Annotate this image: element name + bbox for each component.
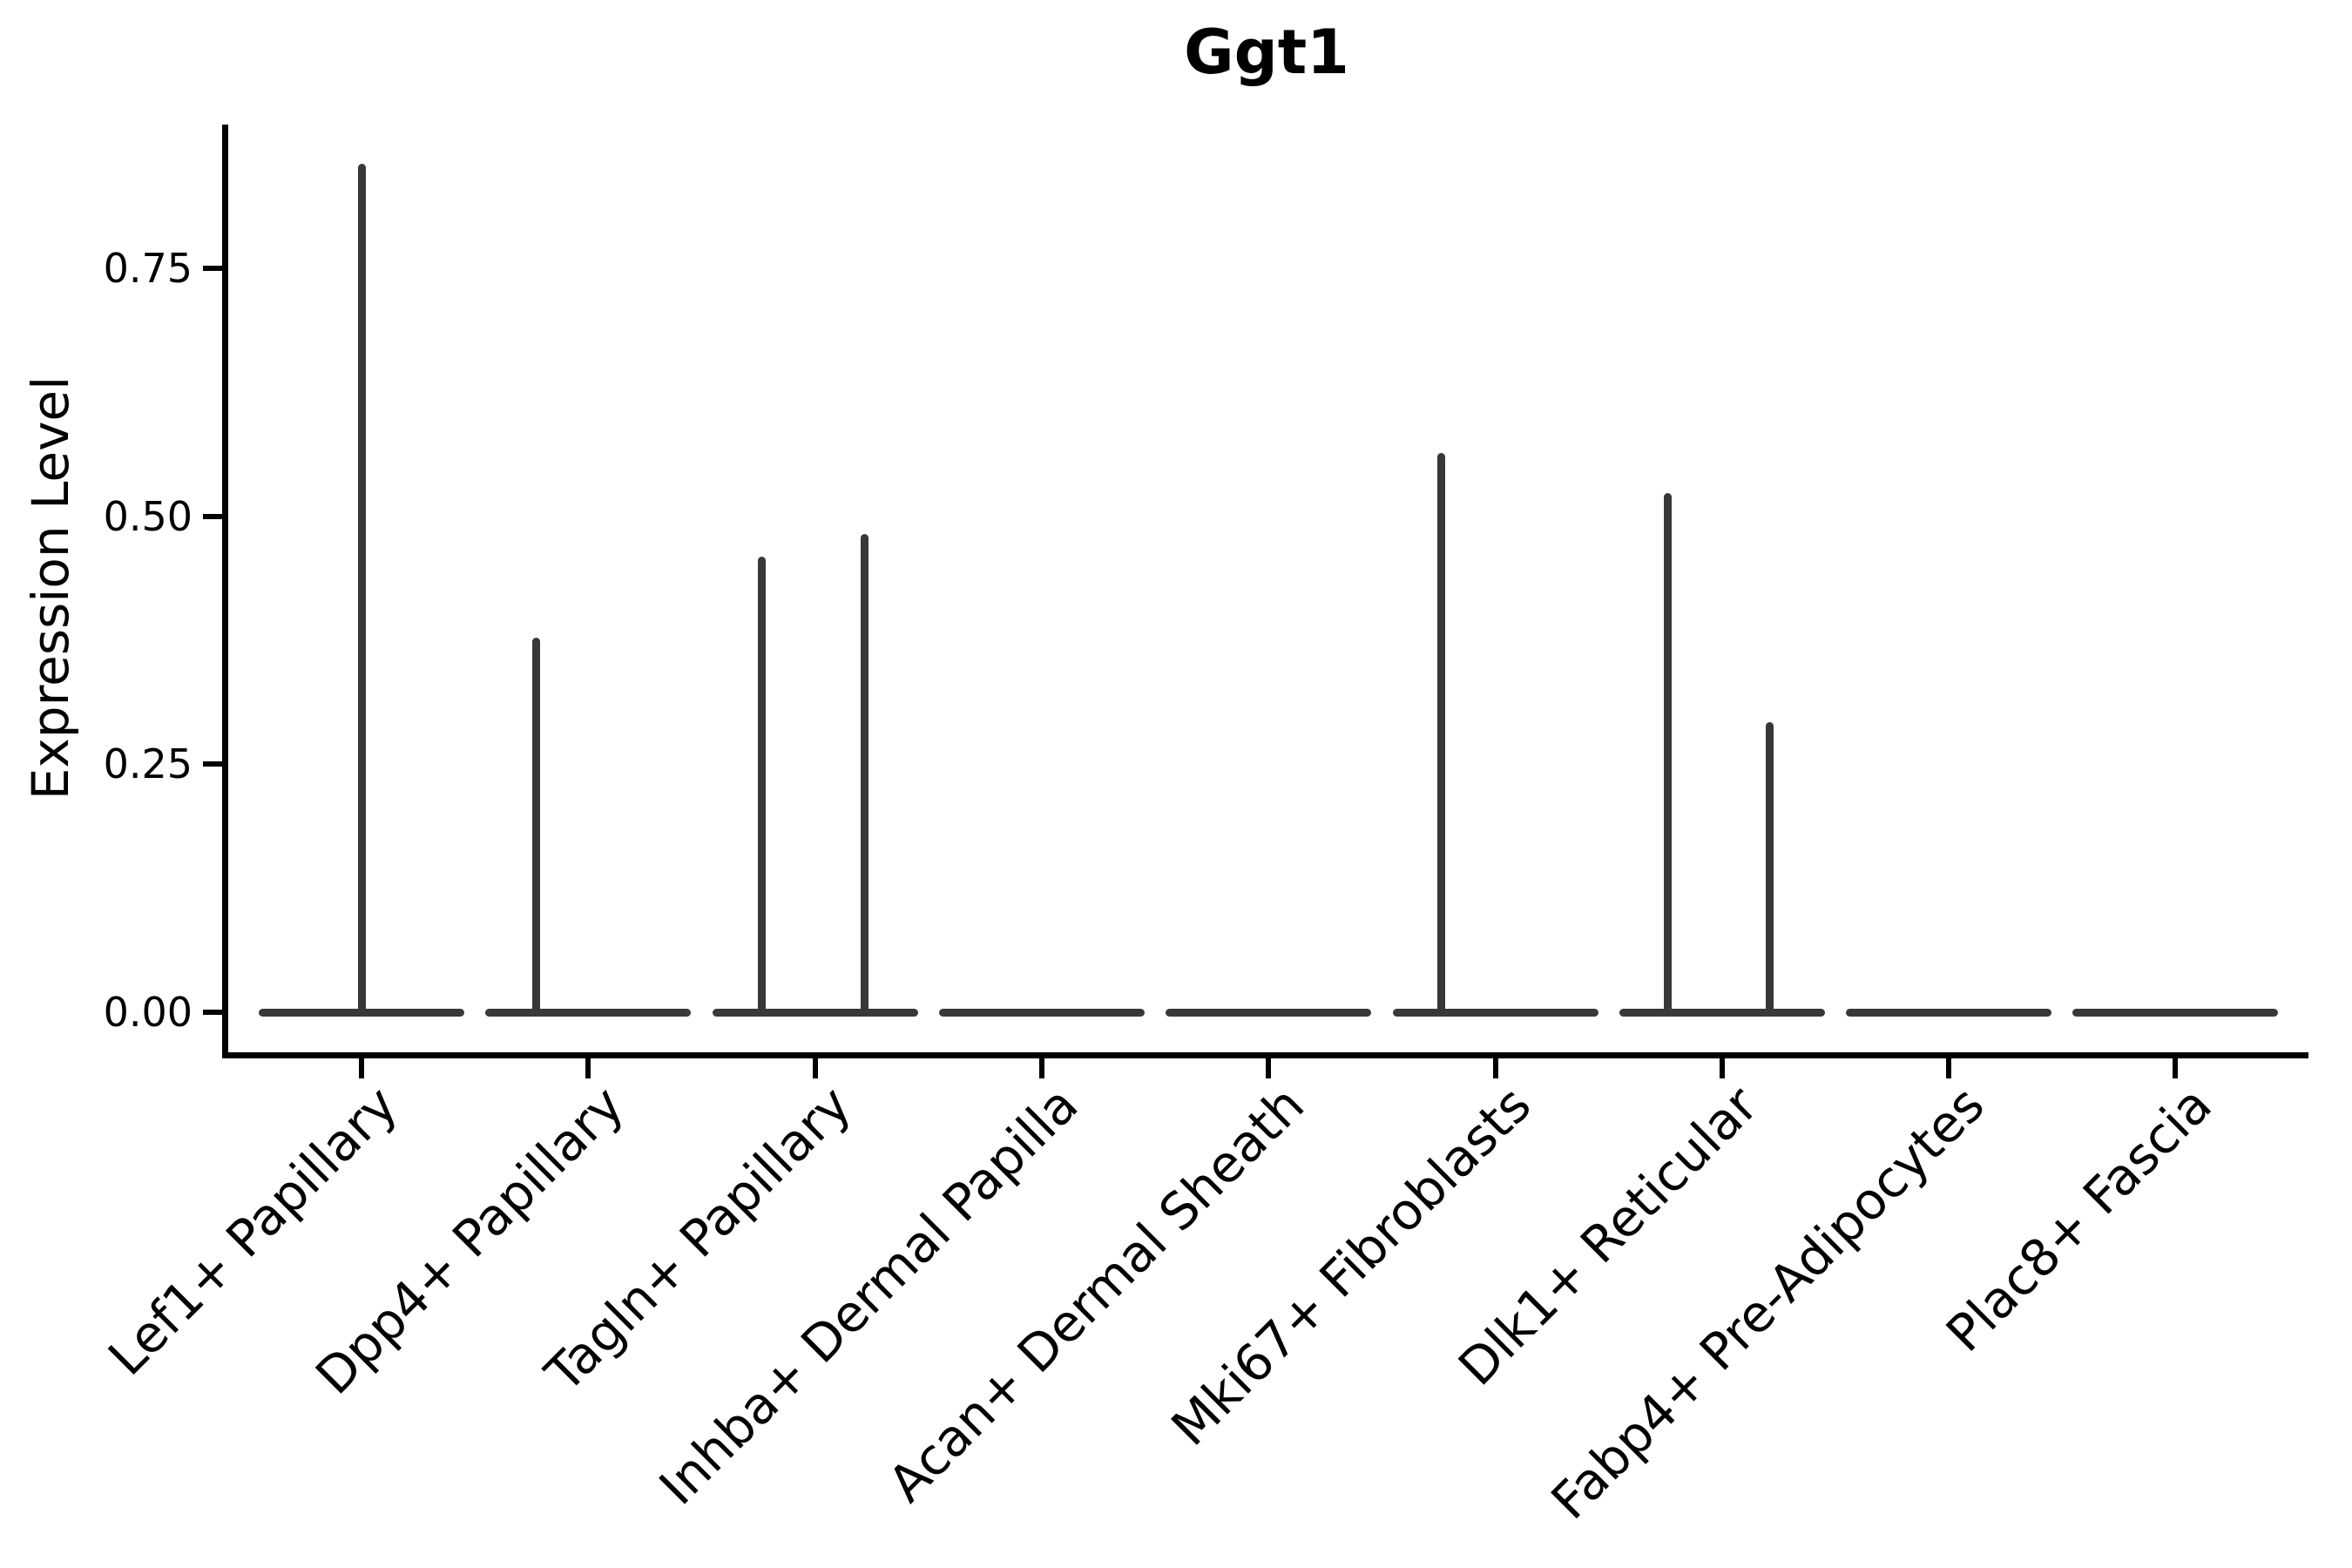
x-tick-mark xyxy=(812,1052,818,1078)
y-tick-mark xyxy=(203,761,222,767)
x-axis-line xyxy=(222,1052,2308,1058)
x-category-label: Acan+ Dermal Sheath xyxy=(876,1074,1316,1514)
violin-base xyxy=(2072,1008,2279,1017)
violin-base xyxy=(485,1008,692,1017)
violin-base xyxy=(712,1008,918,1017)
y-tick-label: 0.75 xyxy=(103,244,193,292)
y-axis-line xyxy=(222,125,228,1058)
violin-base xyxy=(938,1008,1145,1017)
x-tick-mark xyxy=(1038,1052,1044,1078)
violin-spike xyxy=(1663,493,1672,1017)
y-tick-mark xyxy=(203,513,222,519)
x-tick-mark xyxy=(1492,1052,1498,1078)
violin-base xyxy=(1392,1008,1598,1017)
violin-base xyxy=(1166,1008,1372,1017)
x-tick-mark xyxy=(2173,1052,2179,1078)
violin-spike xyxy=(531,637,540,1017)
y-tick-mark xyxy=(203,1010,222,1015)
x-category-label: Fabp4+ Pre-Adipocytes xyxy=(1540,1074,1997,1531)
y-tick-label: 0.00 xyxy=(103,989,193,1036)
x-tick-mark xyxy=(1266,1052,1272,1078)
y-axis-title: Expression Level xyxy=(21,375,80,801)
violin-spike xyxy=(757,557,766,1017)
violin-base xyxy=(1619,1008,1825,1017)
violin-spike xyxy=(861,534,869,1017)
violin-spike xyxy=(1765,722,1774,1017)
violin-spike xyxy=(357,164,366,1017)
violin-spike xyxy=(1436,452,1445,1017)
y-tick-label: 0.25 xyxy=(103,740,193,788)
x-tick-mark xyxy=(359,1052,364,1078)
y-tick-mark xyxy=(203,265,222,271)
x-category-label: Inhba+ Dermal Papilla xyxy=(647,1074,1089,1517)
x-tick-mark xyxy=(585,1052,591,1078)
y-tick-label: 0.50 xyxy=(103,492,193,540)
x-tick-mark xyxy=(1719,1052,1725,1078)
violin-base xyxy=(1846,1008,2052,1017)
x-tick-mark xyxy=(1946,1052,1952,1078)
plot-title: Ggt1 xyxy=(1184,17,1349,88)
